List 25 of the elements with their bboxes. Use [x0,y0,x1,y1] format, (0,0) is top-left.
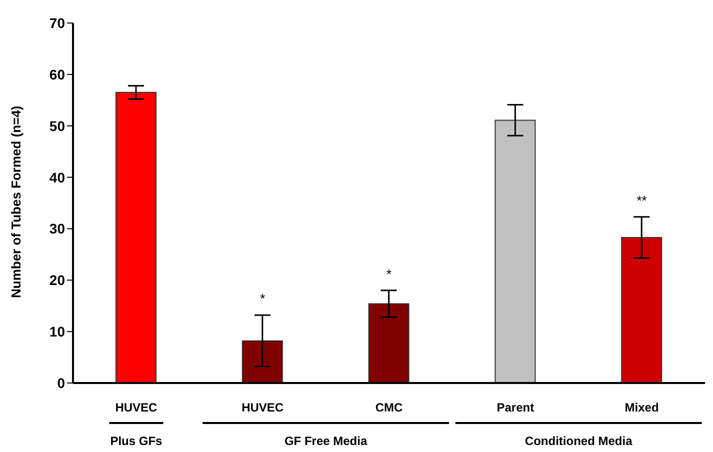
y-axis-title: Number of Tubes Formed (n=4) [8,106,24,298]
annotation: * [386,266,392,282]
text: Plus GFs [110,434,163,448]
bar [494,120,536,383]
y-tick-label: 0 [57,374,66,391]
annotation: * [260,291,266,306]
x-tick-label: CMC [375,400,403,415]
y-tick-label: 20 [49,272,66,288]
text: GF Free Media [284,434,368,448]
x-tick-label: Parent [496,400,534,415]
bar [116,92,156,383]
x-tick-label: HUVEC [115,400,158,415]
x-tick-label: Mixed [624,400,659,415]
y-tick-label: 10 [49,324,66,340]
y-tick-label: 60 [49,66,66,82]
x-tick-label: HUVEC [242,400,284,415]
bar [621,236,662,383]
y-tick-label: 70 [49,14,66,31]
y-tick-label: 40 [49,169,66,186]
y-tick-label: 30 [49,220,66,237]
text: Conditioned Media [524,434,633,448]
annotation: ** [636,192,647,208]
bar [242,340,283,383]
y-tick-label: 50 [49,118,66,134]
bar [368,303,410,383]
